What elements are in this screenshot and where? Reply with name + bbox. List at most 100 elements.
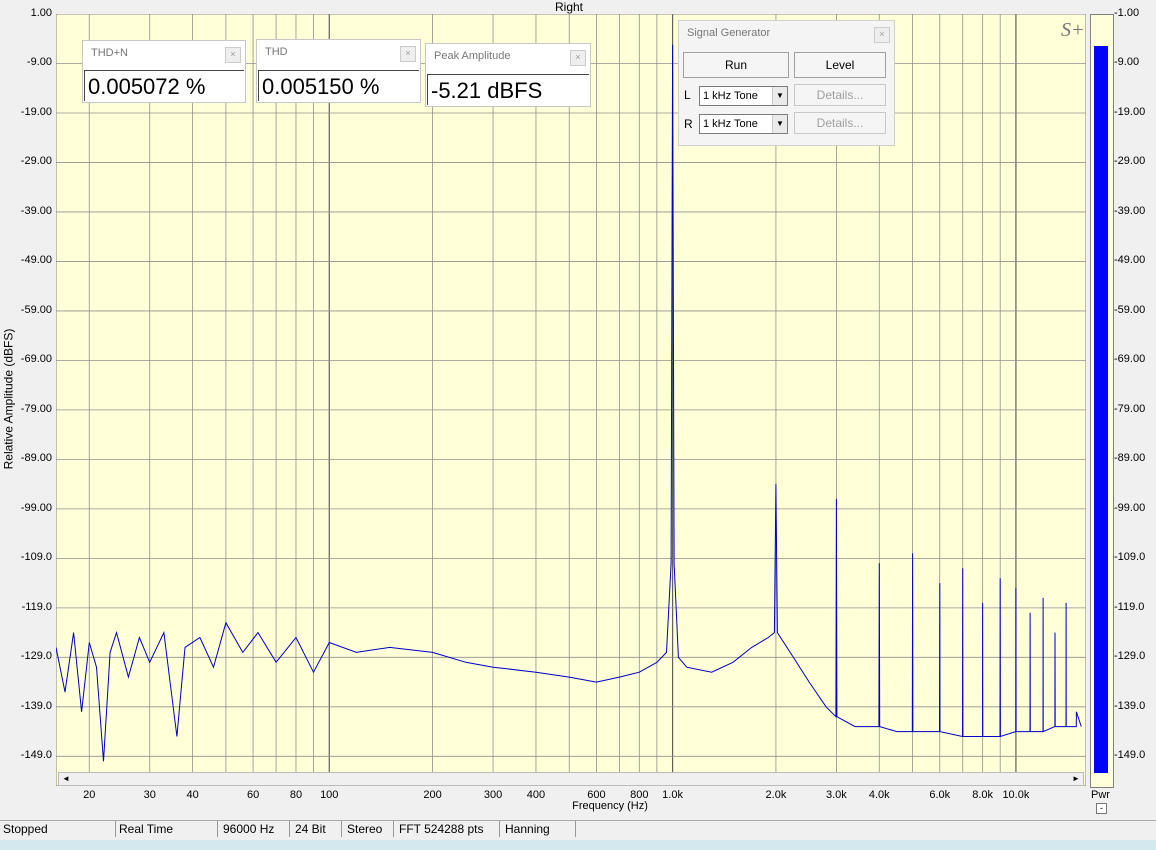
brand-logo: S+ xyxy=(1061,19,1085,41)
meter-tick-label: -9.00 xyxy=(1114,56,1140,69)
plot-area xyxy=(56,14,1086,786)
close-icon[interactable]: × xyxy=(225,47,241,63)
y-tick-label: -139.0 xyxy=(20,699,52,712)
left-channel-label: L xyxy=(684,88,691,102)
y-tick-label: -129.0 xyxy=(20,650,52,663)
meter-tick-label: -39.00 xyxy=(1114,204,1146,217)
series-group xyxy=(56,44,1082,762)
thd-panel: THD × 0.005150 % xyxy=(256,39,421,103)
status-sample-rate: 96000 Hz xyxy=(220,821,290,837)
x-axis-label: Frequency (Hz) xyxy=(572,800,648,812)
x-tick-label: 80 xyxy=(289,789,303,801)
meter-tick-label: -149.0 xyxy=(1114,749,1146,762)
y-tick-label: 1.00 xyxy=(30,7,52,19)
right-channel-label: R xyxy=(684,117,693,131)
left-tone-select[interactable]: 1 kHz Tone ▼ xyxy=(699,86,788,106)
level-meter xyxy=(1090,14,1114,788)
thdn-panel: THD+N × 0.005072 % xyxy=(82,40,246,103)
window-title: Right xyxy=(554,0,583,14)
y-tick-label: -89.00 xyxy=(20,452,52,465)
y-tick-label: -149.0 xyxy=(20,749,52,762)
right-tone-select[interactable]: 1 kHz Tone ▼ xyxy=(699,114,788,134)
meter-tick-label: -99.00 xyxy=(1114,501,1146,514)
x-tick-label: 3.0k xyxy=(825,789,847,801)
meter-tick-label: -19.00 xyxy=(1114,105,1146,118)
y-tick-label: -109.0 xyxy=(20,551,52,564)
close-icon[interactable]: × xyxy=(570,50,586,66)
meter-tick-label: -89.00 xyxy=(1114,452,1146,465)
x-tick-label: 10.0k xyxy=(1002,789,1030,801)
x-tick-label: 8.0k xyxy=(972,789,994,801)
y-tick-label: -9.00 xyxy=(26,56,52,69)
spectrum-series-line xyxy=(56,44,1082,762)
peak-title: Peak Amplitude xyxy=(434,50,511,62)
thdn-value: 0.005072 % xyxy=(84,70,244,101)
thd-value: 0.005150 % xyxy=(258,70,419,101)
y-tick-label: -49.00 xyxy=(20,254,52,267)
x-tick-label: 60 xyxy=(246,789,260,801)
x-tick-label: 300 xyxy=(483,789,503,801)
horizontal-scrollbar[interactable]: ◄ ► xyxy=(58,772,1084,786)
y-tick-label: -39.00 xyxy=(20,204,52,217)
meter-tick-label: -29.00 xyxy=(1114,155,1146,168)
status-channels: Stereo xyxy=(344,821,394,837)
x-tick-label: 100 xyxy=(320,789,339,801)
thdn-title: THD+N xyxy=(91,47,128,59)
meter-tick-label: -69.00 xyxy=(1114,353,1146,366)
y-tick-label: -99.00 xyxy=(20,501,52,514)
right-tone-value: 1 kHz Tone xyxy=(703,118,758,130)
meter-label: Pwr xyxy=(1091,789,1110,801)
left-details-button[interactable]: Details... xyxy=(794,84,886,106)
generator-title: Signal Generator xyxy=(687,27,771,39)
scroll-right-icon[interactable]: ► xyxy=(1072,774,1080,783)
status-window: Hanning xyxy=(502,821,576,837)
chevron-down-icon: ▼ xyxy=(772,87,787,105)
status-state: Stopped xyxy=(0,821,116,837)
x-tick-label: 30 xyxy=(143,789,156,801)
status-bit-depth: 24 Bit xyxy=(292,821,342,837)
x-tick-label: 2.0k xyxy=(765,789,787,801)
scroll-left-icon[interactable]: ◄ xyxy=(62,774,70,783)
chevron-down-icon: ▼ xyxy=(772,115,787,133)
meter-tick-label: -119.0 xyxy=(1114,600,1145,613)
peak-panel: Peak Amplitude × -5.21 dBFS xyxy=(425,43,591,107)
x-tick-label: 1.0k xyxy=(662,789,683,801)
y-tick-label: -19.00 xyxy=(20,105,52,118)
y-tick-label: -29.00 xyxy=(20,155,52,168)
meter-tick-label: -79.00 xyxy=(1114,402,1146,415)
level-button[interactable]: Level xyxy=(794,52,886,78)
y-tick-label: -59.00 xyxy=(20,303,52,316)
close-icon[interactable]: × xyxy=(874,27,890,43)
run-button[interactable]: Run xyxy=(683,52,789,78)
level-meter-bar xyxy=(1094,45,1108,773)
meter-tick-label: -129.0 xyxy=(1114,650,1146,663)
x-tick-label: 200 xyxy=(423,789,442,801)
spectrum-chart[interactable]: S+ xyxy=(56,14,1086,786)
x-tick-label: 600 xyxy=(587,789,606,801)
meter-tick-label: -109.0 xyxy=(1114,551,1146,564)
meter-tick-label: -49.00 xyxy=(1114,254,1146,267)
meter-tick-label: -1.00 xyxy=(1114,7,1140,19)
x-tick-label: 40 xyxy=(186,789,199,801)
x-tick-label: 6.0k xyxy=(929,789,951,801)
y-tick-label: -69.00 xyxy=(20,353,52,366)
meter-tick-label: -139.0 xyxy=(1114,699,1146,712)
x-tick-label: 400 xyxy=(526,789,546,801)
x-tick-label: 20 xyxy=(83,789,96,801)
peak-value: -5.21 dBFS xyxy=(427,74,589,105)
close-icon[interactable]: × xyxy=(400,46,416,62)
signal-generator-panel: Signal Generator × Run Level L 1 kHz Ton… xyxy=(678,20,895,146)
taskbar-strip xyxy=(0,840,1156,850)
y-tick-label: -119.0 xyxy=(21,600,52,613)
right-details-button[interactable]: Details... xyxy=(794,112,886,134)
x-tick-label: 4.0k xyxy=(868,789,890,801)
x-tick-label: 800 xyxy=(630,789,649,801)
left-tone-value: 1 kHz Tone xyxy=(703,90,758,102)
status-mode: Real Time xyxy=(116,821,218,837)
y-tick-label: -79.00 xyxy=(20,402,52,415)
meter-tick-label: -59.00 xyxy=(1114,303,1146,316)
status-fft: FFT 524288 pts xyxy=(396,821,500,837)
thd-title: THD xyxy=(265,46,288,58)
collapse-icon[interactable]: - xyxy=(1096,803,1107,814)
